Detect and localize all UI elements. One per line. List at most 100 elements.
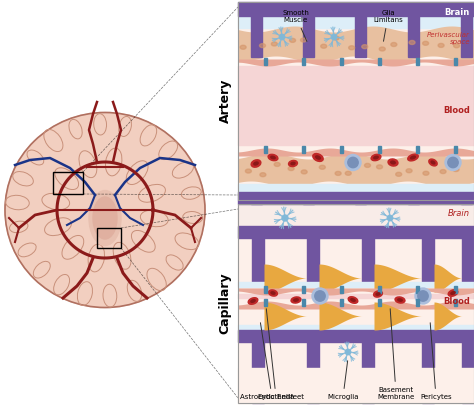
Text: Pericytes: Pericytes <box>420 323 452 400</box>
Bar <box>422 342 434 403</box>
Bar <box>417 299 419 306</box>
Bar <box>455 286 457 293</box>
Ellipse shape <box>301 38 307 42</box>
Text: Blood: Blood <box>443 106 470 115</box>
Ellipse shape <box>315 291 325 301</box>
Ellipse shape <box>374 156 378 159</box>
Bar <box>355 200 366 204</box>
Ellipse shape <box>371 154 381 161</box>
Bar <box>462 342 474 403</box>
Ellipse shape <box>288 166 294 171</box>
Ellipse shape <box>331 34 337 40</box>
Ellipse shape <box>398 299 402 301</box>
Ellipse shape <box>240 45 246 49</box>
Ellipse shape <box>423 171 429 175</box>
Ellipse shape <box>259 44 265 48</box>
Ellipse shape <box>376 293 380 295</box>
Ellipse shape <box>387 215 393 221</box>
Ellipse shape <box>319 165 325 169</box>
Text: Brain: Brain <box>445 8 470 17</box>
Ellipse shape <box>395 297 405 303</box>
Ellipse shape <box>410 156 415 159</box>
Text: Astrocytic Endfeet: Astrocytic Endfeet <box>240 323 304 400</box>
Bar <box>238 192 474 204</box>
Bar <box>455 299 457 306</box>
Bar <box>379 286 382 293</box>
Bar <box>238 66 474 145</box>
Bar <box>307 238 319 284</box>
Bar <box>238 368 474 403</box>
Bar <box>455 58 457 65</box>
Bar <box>303 200 314 204</box>
Bar <box>340 286 344 293</box>
Bar <box>238 204 474 226</box>
Bar <box>408 200 419 204</box>
Ellipse shape <box>335 171 341 175</box>
Bar <box>422 238 434 284</box>
Text: Glia
Limitans: Glia Limitans <box>373 10 403 41</box>
Ellipse shape <box>391 43 397 47</box>
Bar <box>238 2 474 200</box>
Ellipse shape <box>345 154 361 171</box>
Ellipse shape <box>291 297 301 303</box>
Text: Microglia: Microglia <box>327 361 359 400</box>
Text: Smooth
Muscle: Smooth Muscle <box>283 10 310 41</box>
Bar <box>264 58 267 65</box>
Text: Capillary: Capillary <box>219 273 231 334</box>
Ellipse shape <box>348 297 358 303</box>
Ellipse shape <box>438 43 444 47</box>
Ellipse shape <box>271 156 275 159</box>
Bar <box>251 16 262 57</box>
Text: Basement
Membrane: Basement Membrane <box>377 309 415 400</box>
Ellipse shape <box>294 299 298 301</box>
Ellipse shape <box>409 40 415 45</box>
Bar <box>379 146 382 153</box>
Ellipse shape <box>289 160 298 166</box>
Bar <box>362 238 374 284</box>
Ellipse shape <box>93 197 117 239</box>
Bar <box>455 146 457 153</box>
Bar <box>238 294 474 298</box>
Bar <box>340 299 344 306</box>
Bar <box>251 200 262 204</box>
Ellipse shape <box>254 162 258 165</box>
Text: Perivascular
space: Perivascular space <box>427 32 470 45</box>
Ellipse shape <box>396 172 401 176</box>
Ellipse shape <box>379 47 385 51</box>
Bar <box>302 299 306 306</box>
Ellipse shape <box>312 288 328 304</box>
Bar <box>0 0 237 405</box>
Bar <box>238 204 474 403</box>
Bar <box>302 58 306 65</box>
Bar <box>340 146 344 153</box>
Ellipse shape <box>376 165 383 169</box>
Ellipse shape <box>415 288 431 304</box>
Ellipse shape <box>445 154 461 171</box>
Ellipse shape <box>349 46 355 50</box>
Bar <box>461 16 472 57</box>
Ellipse shape <box>290 38 296 43</box>
Ellipse shape <box>365 163 371 167</box>
Text: Endothelia: Endothelia <box>257 309 295 400</box>
Ellipse shape <box>251 300 255 302</box>
Bar <box>252 238 264 284</box>
Bar <box>238 2 474 200</box>
Ellipse shape <box>348 157 358 168</box>
Ellipse shape <box>440 170 446 174</box>
Bar <box>53 172 83 194</box>
Ellipse shape <box>333 36 339 40</box>
Bar <box>417 58 419 65</box>
Ellipse shape <box>406 169 412 173</box>
Ellipse shape <box>454 44 460 48</box>
Bar <box>461 200 472 204</box>
Bar <box>417 146 419 153</box>
Ellipse shape <box>268 154 278 161</box>
Ellipse shape <box>271 42 277 46</box>
Bar <box>355 16 366 57</box>
Bar <box>302 146 306 153</box>
Bar <box>97 228 121 248</box>
Ellipse shape <box>418 291 428 301</box>
Bar <box>238 16 474 28</box>
Ellipse shape <box>448 157 458 168</box>
Text: Blood: Blood <box>443 296 470 305</box>
